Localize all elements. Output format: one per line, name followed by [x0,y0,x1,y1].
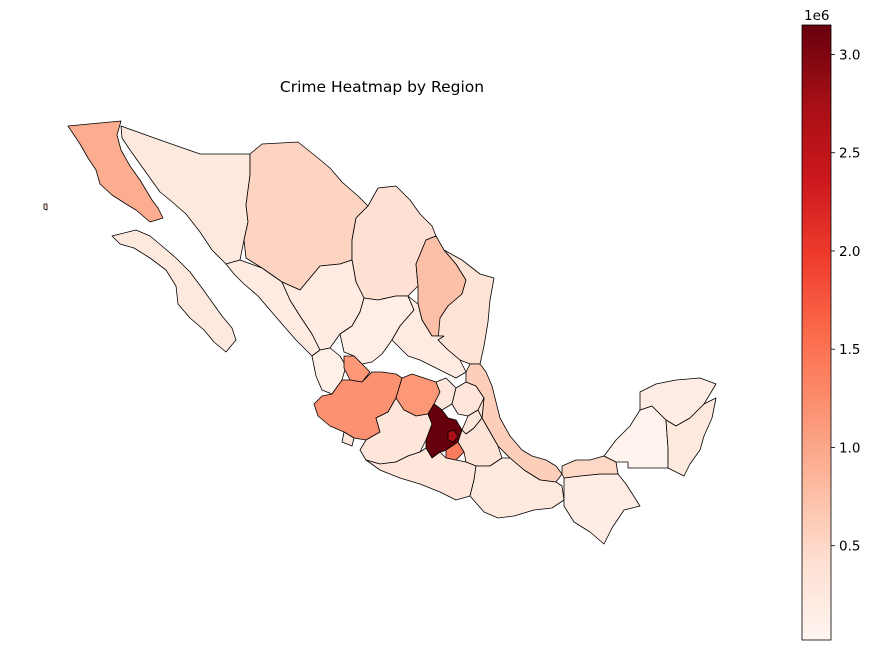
region-colima [341,431,355,447]
region-island-west [43,203,48,211]
colorbar-tick-label: 0.5 [839,539,860,555]
map-title: Crime Heatmap by Region [280,78,484,96]
colorbar-ticks: 3.0 2.5 2.0 1.5 1.0 0.5 [831,47,860,555]
region-campeche [603,405,669,469]
colorbar: 1e6 3.0 2.5 2.0 1.5 1.0 0.5 [801,8,860,641]
colorbar-tick-label: 2.5 [839,146,860,162]
map-regions [43,120,717,545]
region-nayarit [311,347,347,395]
colorbar-multiplier: 1e6 [804,8,829,24]
region-queretaro [433,377,457,411]
region-san-luis-potosi [391,295,467,379]
region-guerrero [365,447,477,501]
region-ciudad-de-mexico [447,429,459,443]
region-baja-california-sur [111,229,237,353]
region-quintana-roo [665,397,717,477]
colorbar-tick-label: 1.5 [839,342,860,358]
colorbar-tick-label: 3.0 [839,47,860,63]
region-yucatan [639,377,717,427]
colorbar-gradient [801,24,832,641]
region-morelos [445,441,465,461]
colorbar-tick-label: 2.0 [839,244,860,260]
region-zacatecas [339,295,415,365]
region-chiapas [563,473,641,545]
colorbar-tick-label: 1.0 [839,440,860,456]
region-baja-california [67,120,164,223]
region-tamaulipas [437,249,495,365]
region-tabasco [561,455,619,479]
region-aguascalientes [343,355,371,383]
